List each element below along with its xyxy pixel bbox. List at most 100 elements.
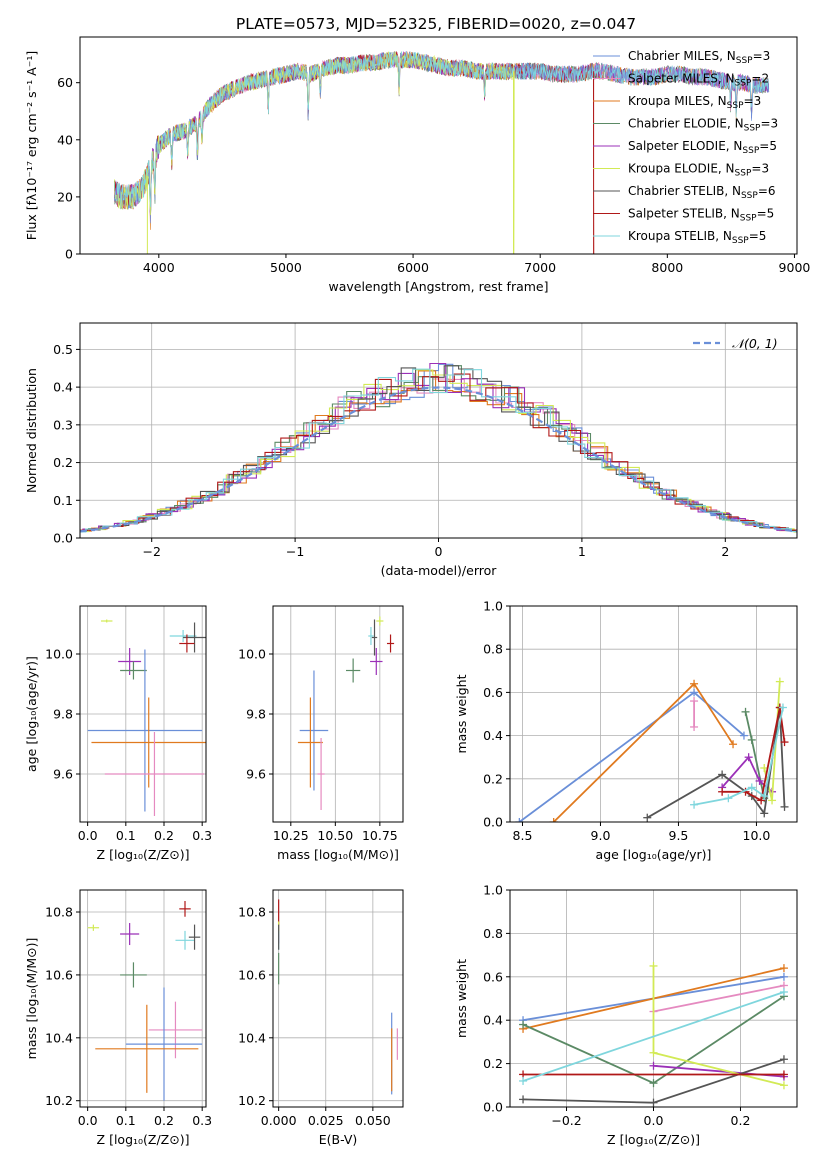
x-tick-label: 0.2 [154, 828, 174, 843]
legend-label: Kroupa ELODIE, N [628, 162, 735, 176]
x-tick-label: 9.5 [669, 828, 689, 843]
x-tick-label: 0.2 [154, 1113, 174, 1128]
y-tick-label: 10.6 [45, 967, 73, 982]
y-tick-label: 0.5 [53, 342, 73, 357]
y-tick-label: 0.4 [483, 728, 503, 743]
y-tick-label: 10.8 [45, 905, 73, 920]
x-axis-label: age [log₁₀(age/yr)] [596, 847, 712, 862]
y-tick-label: 9.8 [53, 707, 73, 722]
reference-normal-curve [80, 386, 797, 533]
weight-line-kroupa-stelib [522, 991, 785, 1082]
x-tick-label: 8.5 [513, 828, 533, 843]
y-tick-label: 10.0 [238, 647, 266, 662]
panel-spectrum: 4000 5000 6000 7000 8000 9000 0 20 40 60 wavelengt… [24, 36, 810, 294]
legend-count: =6 [758, 184, 776, 198]
legend-count: =3 [751, 162, 769, 176]
y-axis-label: Flux [fλ10⁻¹⁷ erg cm⁻² s⁻¹ A⁻¹] [24, 51, 39, 240]
legend-label: Chabrier MILES, N [628, 49, 736, 63]
x-tick-label: 9.0 [591, 828, 611, 843]
spectrum-lines [114, 50, 770, 254]
y-tick-label: 0.8 [483, 642, 503, 657]
legend-entry: Kroupa ELODIE, NSSP=3 [628, 162, 769, 179]
y-tick-label: 40 [57, 132, 73, 147]
legend-subscript: SSP [742, 146, 759, 156]
y-tick-label: 10.2 [45, 1093, 73, 1108]
y-tick-label: 0.2 [53, 455, 73, 470]
legend-count: =2 [751, 72, 769, 86]
y-tick-label: 0.8 [483, 926, 503, 941]
x-axis-label: mass [log₁₀(M/M⊙)] [277, 847, 399, 862]
x-tick-label: 8000 [651, 260, 683, 275]
errorbar-points [87, 901, 203, 1101]
spectrum-salpeter-elodie [114, 50, 770, 214]
panel-mass_vs_Z: 0.0 0.1 0.2 0.3 10.2 10.4 10.6 10.8 Z [log₁₀(Z/Z… [24, 889, 212, 1147]
y-tick-label: 1.0 [483, 883, 503, 898]
errorbar-points [87, 619, 206, 816]
x-tick-label: 0.0 [644, 1113, 664, 1128]
panel-age_vs_Z: 0.0 0.1 0.2 0.3 9.6 9.8 10.0 Z [log₁₀(Z/Z⊙)] age… [24, 605, 212, 862]
legend-subscript: SSP [732, 236, 749, 246]
y-tick-label: 10.0 [45, 647, 73, 662]
y-tick-label: 9.6 [53, 767, 73, 782]
y-tick-label: 0.3 [53, 417, 73, 432]
spectrum-salpeter-stelib [114, 51, 595, 254]
y-axis-label: Normed distribution [24, 368, 39, 493]
panel-weight_vs_Z: −0.2 0.0 0.2 0.0 0.2 0.4 0.6 0.8 1.0 Z [log₁₀(Z/Z… [454, 883, 798, 1147]
legend-subscript: SSP [735, 169, 752, 179]
legend-count: =3 [753, 49, 771, 63]
legend-label: Chabrier STELIB, N [628, 184, 741, 198]
y-axis-label: mass [log₁₀(M/M⊙)] [24, 938, 39, 1060]
x-tick-label: 0.0 [78, 828, 98, 843]
axes-frame [79, 605, 207, 823]
legend-subscript: SSP [727, 101, 744, 111]
x-axis-label: E(B-V) [319, 1132, 358, 1147]
y-tick-label: 20 [57, 189, 73, 204]
x-tick-label: 10.0 [743, 828, 771, 843]
y-tick-label: 0.6 [483, 969, 503, 984]
x-tick-label: 5000 [270, 260, 302, 275]
errorbar-points [278, 899, 398, 1095]
x-axis-label: (data-model)/error [381, 563, 498, 578]
legend-count: =3 [744, 94, 762, 108]
x-tick-label: 2 [721, 544, 729, 559]
legend-label: Salpeter ELODIE, N [628, 139, 742, 153]
weight-line-chabrier-miles [518, 691, 745, 822]
y-tick-label: 9.6 [246, 767, 266, 782]
x-tick-label: 10.75 [362, 828, 398, 843]
x-axis-label: Z [log₁₀(Z/Z⊙)] [97, 1132, 190, 1147]
x-tick-label: 0.3 [192, 828, 212, 843]
axes-frame [79, 36, 798, 255]
x-tick-label: 0.050 [355, 1113, 391, 1128]
y-axis-label: mass weight [454, 674, 469, 753]
legend-subscript: SSP [744, 124, 761, 134]
legend-count: =3 [760, 117, 778, 131]
x-axis-label: wavelength [Angstrom, rest frame] [328, 279, 548, 294]
legend-subscript: SSP [735, 79, 752, 89]
y-tick-label: 1.0 [483, 599, 503, 614]
y-tick-label: 10.8 [238, 905, 266, 920]
legend-subscript: SSP [740, 214, 757, 224]
legend-label: Salpeter MILES, N [628, 72, 735, 86]
x-tick-label: 0.2 [731, 1113, 751, 1128]
x-axis-label: Z [log₁₀(Z/Z⊙)] [607, 1132, 700, 1147]
legend-subscript: SSP [741, 191, 758, 201]
x-tick-label: 0.1 [116, 828, 136, 843]
y-tick-label: 0.4 [53, 380, 73, 395]
x-tick-label: 10.50 [317, 828, 353, 843]
legend-entry: Salpeter ELODIE, NSSP=5 [628, 139, 777, 156]
legend-entry: Salpeter STELIB, NSSP=5 [628, 207, 774, 224]
axes-frame [509, 605, 798, 823]
panel-age_vs_mass: 10.25 10.50 10.75 9.6 9.8 10.0 mass [log₁₀(M/M… [238, 605, 404, 862]
x-tick-label: 10.25 [273, 828, 309, 843]
y-tick-label: 0.1 [53, 493, 73, 508]
legend-entry: Chabrier MILES, NSSP=3 [628, 49, 770, 66]
axes-frame [272, 889, 404, 1108]
x-tick-label: −1 [286, 544, 304, 559]
weight-line-kroupa-miles [553, 682, 734, 822]
x-tick-label: −2 [142, 544, 160, 559]
y-tick-label: 0.0 [483, 1100, 503, 1115]
x-tick-label: 1 [578, 544, 586, 559]
x-tick-label: 4000 [143, 260, 175, 275]
legend-label: Kroupa MILES, N [628, 94, 727, 108]
